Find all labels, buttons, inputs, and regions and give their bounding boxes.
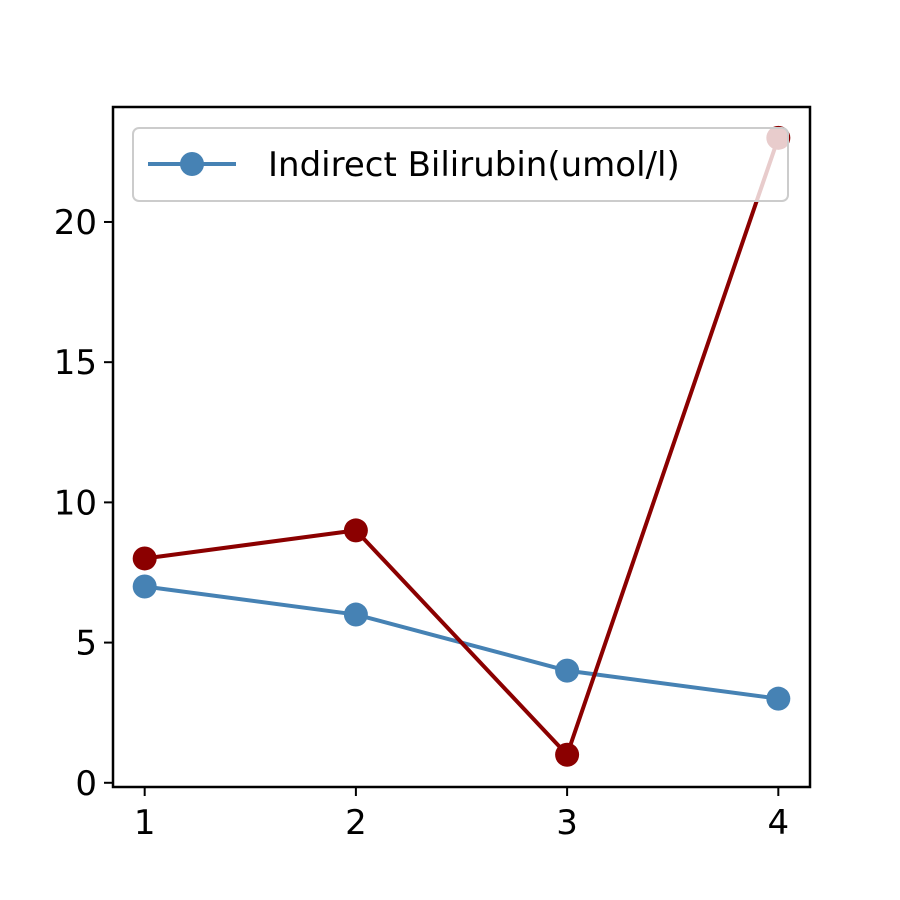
series-1-point bbox=[132, 574, 157, 599]
y-tick-label: 10 bbox=[54, 483, 97, 523]
y-tick-label: 20 bbox=[54, 203, 97, 243]
series-2-point bbox=[555, 742, 580, 767]
series-1-point bbox=[343, 602, 368, 627]
legend-dot-marker bbox=[180, 152, 204, 176]
series-1-point bbox=[555, 658, 580, 683]
y-tick-label: 15 bbox=[54, 343, 97, 383]
axes: 1 2 3 4 0 5 10 15 20 bbox=[54, 105, 812, 843]
plot-frame bbox=[111, 105, 812, 789]
legend-box bbox=[132, 127, 789, 202]
x-tick-label: 2 bbox=[345, 803, 367, 843]
series-2-line bbox=[144, 137, 781, 757]
plot-area bbox=[132, 125, 791, 767]
series-2-point bbox=[132, 546, 157, 571]
legend-label: Indirect Bilirubin(umol/l) bbox=[268, 145, 680, 185]
x-tick-label: 3 bbox=[556, 803, 578, 843]
x-tick-label: 1 bbox=[134, 803, 156, 843]
legend: Indirect Bilirubin(umol/l) bbox=[132, 127, 789, 202]
series-1-point bbox=[766, 686, 791, 711]
y-tick-label: 0 bbox=[75, 764, 97, 804]
x-tick-label: 4 bbox=[767, 803, 789, 843]
series-2-point bbox=[343, 518, 368, 543]
y-tick-label: 5 bbox=[75, 624, 97, 664]
